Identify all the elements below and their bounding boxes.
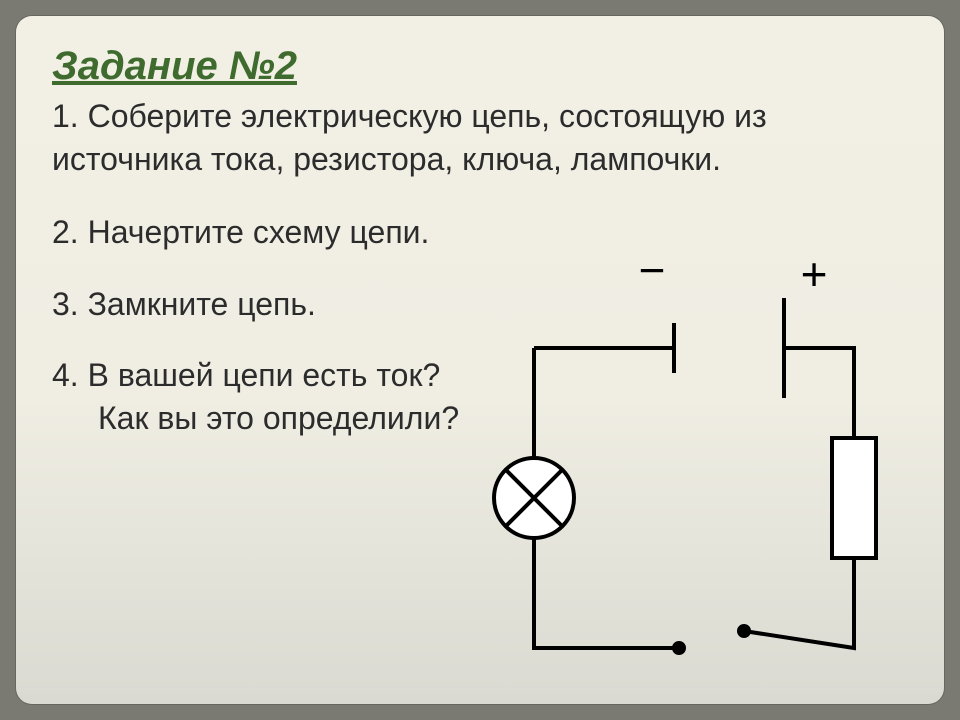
circuit-svg: − + [474, 238, 904, 668]
battery-minus-label: − [639, 244, 666, 296]
task-item-4: 4. В вашей цепи есть ток? Как вы это опр… [52, 354, 522, 440]
task-item-4-line1: 4. В вашей цепи есть ток? [52, 354, 522, 397]
task-title: Задание №2 [52, 44, 912, 89]
switch-pivot-node [739, 626, 749, 636]
switch-contact-node [674, 643, 684, 653]
task-item-1: 1. Соберите электрическую цепь, состоящу… [52, 95, 912, 181]
battery-plus-label: + [801, 248, 828, 300]
task-item-4-line2: Как вы это определили? [52, 397, 522, 440]
wire-path [534, 298, 854, 648]
task-card: Задание №2 1. Соберите электрическую цеп… [16, 16, 944, 704]
circuit-diagram: − + [474, 238, 904, 668]
resistor-icon [832, 438, 876, 558]
